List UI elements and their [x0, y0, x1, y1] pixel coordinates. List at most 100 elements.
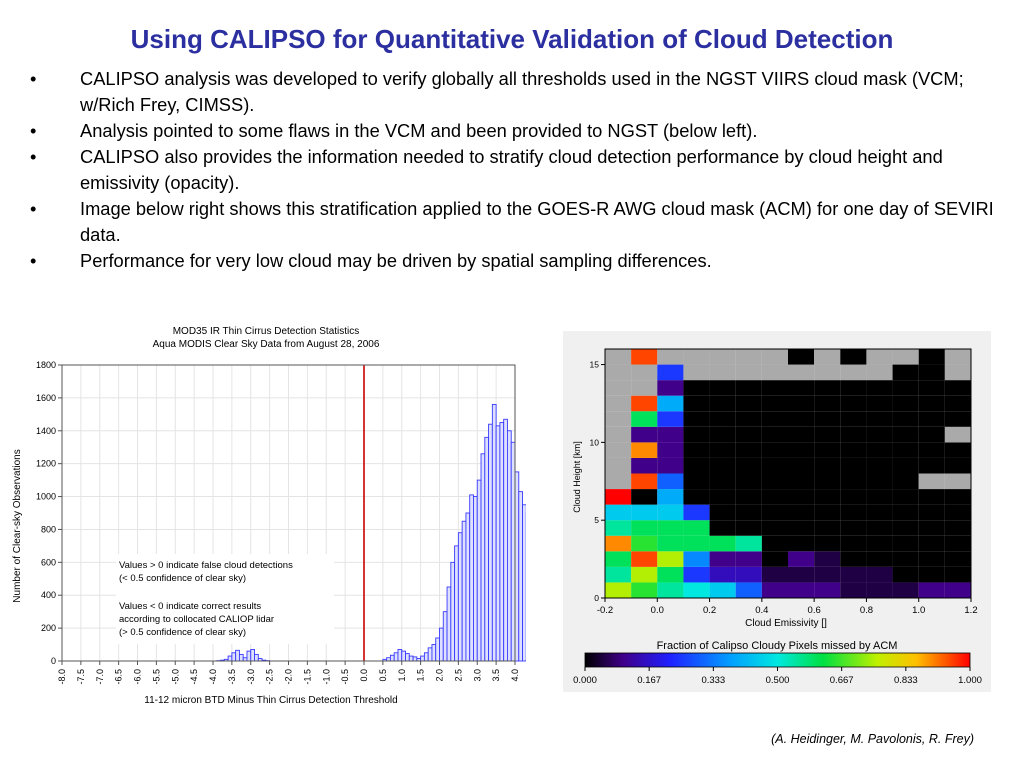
heatmap-cell: [944, 411, 971, 427]
histogram-bar: [235, 649, 240, 662]
heatmap-cell: [918, 473, 945, 490]
heatmap-cell: [788, 457, 815, 474]
bullet-list: • CALIPSO analysis was developed to verif…: [30, 66, 1005, 274]
x-tick-label: 0.5: [378, 669, 388, 682]
histogram-bar: [518, 491, 524, 662]
heatmap-cell: [892, 411, 919, 427]
heatmap-cell: [657, 473, 684, 490]
heatmap-cell: [631, 566, 658, 583]
y-tick-label: 400: [41, 590, 56, 600]
y-tick-label: 1400: [36, 426, 56, 436]
heatmap-cell: [944, 349, 971, 365]
histogram-bar: [427, 647, 433, 662]
heatmap-cell: [657, 566, 684, 583]
heatmap-cell: [735, 504, 762, 521]
heatmap-cell: [605, 535, 632, 552]
x-tick-label: -8.0: [57, 669, 67, 685]
heatmap-cell: [761, 411, 788, 427]
histogram-bar: [510, 441, 516, 662]
histogram-y-label: Number of Clear-sky Observations: [12, 449, 23, 602]
heatmap-cell: [761, 535, 788, 552]
heatmap-cell: [918, 582, 945, 598]
heatmap-cell: [605, 395, 632, 412]
heatmap-cell: [788, 535, 815, 552]
histogram-bar: [408, 655, 414, 662]
heatmap-cell: [761, 457, 788, 474]
heatmap-cell: [683, 457, 710, 474]
heatmap-cell: [605, 551, 632, 567]
page-title: Using CALIPSO for Quantitative Validatio…: [130, 24, 894, 54]
x-tick-label: -1.0: [321, 669, 331, 685]
heatmap-cell: [918, 520, 945, 536]
heatmap-cell: [683, 395, 710, 412]
heatmap-cell: [709, 535, 736, 552]
heatmap-x-ticks: -0.2 0.0 0.2 0.4 0.6 0.8 1.0 1.2: [597, 598, 978, 616]
histogram-bar: [389, 654, 395, 662]
heatmap-cell: [735, 395, 762, 412]
heatmap-cell: [840, 504, 867, 521]
histogram-bar: [238, 653, 244, 662]
heatmap-cell: [918, 411, 945, 427]
heatmap-cell: [735, 473, 762, 490]
heatmap-cell: [840, 520, 867, 536]
heatmap-cell: [814, 411, 841, 427]
heatmap-cell: [944, 473, 971, 490]
heatmap-cell: [840, 535, 867, 552]
y-tick-label: 5: [594, 515, 599, 525]
histogram-bar: [507, 430, 512, 662]
heatmap-cell: [866, 582, 893, 598]
heatmap-cell: [761, 442, 788, 458]
annotation-line: (< 0.5 confidence of clear sky): [119, 573, 246, 584]
heatmap-cell: [840, 364, 867, 381]
heatmap-cell: [657, 520, 684, 536]
heatmap-cell: [814, 442, 841, 458]
y-tick-label: 200: [41, 623, 56, 633]
x-tick-label: 1.5: [416, 669, 426, 682]
heatmap-cell: [944, 442, 971, 458]
heatmap-cell: [683, 426, 710, 443]
heatmap-cell: [840, 349, 867, 365]
heatmap-cell: [918, 364, 945, 381]
x-tick-label: 2.5: [453, 669, 463, 682]
heatmap-cell: [918, 426, 945, 443]
heatmap-cell: [657, 411, 684, 427]
heatmap-cell: [631, 457, 658, 474]
histogram-bar: [412, 656, 418, 662]
heatmap-cell: [657, 457, 684, 474]
heatmap-cell: [944, 566, 971, 583]
heatmap-cell: [866, 364, 893, 381]
heatmap-cell: [631, 473, 658, 490]
heatmap-cell: [735, 380, 762, 396]
heatmap-cell: [892, 442, 919, 458]
heatmap-cell: [683, 364, 710, 381]
x-tick-label: 1.0: [912, 605, 925, 616]
heatmap-cell: [761, 364, 788, 381]
credit-text: (A. Heidinger, M. Pavolonis, R. Frey): [771, 732, 974, 746]
heatmap-cell: [944, 364, 971, 381]
heatmap-cell: [761, 473, 788, 490]
colorbar-tick-label: 0.667: [830, 675, 854, 686]
heatmap-cell: [866, 535, 893, 552]
heatmap-cell: [657, 426, 684, 443]
histogram-bar: [431, 644, 437, 662]
x-tick-label: 0.8: [860, 605, 873, 616]
heatmap-cell: [892, 395, 919, 412]
heatmap-cell: [683, 582, 710, 598]
heatmap-cell: [788, 442, 815, 458]
histogram-bar: [514, 471, 520, 662]
bullet-marker: •: [30, 68, 37, 89]
histogram-bar: [476, 479, 482, 662]
x-tick-label: 1.2: [964, 605, 977, 616]
heatmap-cell: [657, 380, 684, 396]
heatmap-cell: [814, 566, 841, 583]
heatmap-y-ticks: 0 5 10 15: [590, 360, 605, 603]
heatmap-cell: [814, 551, 841, 567]
histogram-title: MOD35 IR Thin Cirrus Detection Statistic…: [173, 326, 360, 337]
x-tick-label: -7.0: [95, 669, 105, 685]
y-tick-label: 800: [41, 524, 56, 534]
heatmap-cell: [788, 566, 815, 583]
x-tick-label: 0.2: [703, 605, 716, 616]
heatmap-cell: [683, 442, 710, 458]
colorbar-tick-label: 0.833: [894, 675, 918, 686]
histogram-x-ticks: -8.0 -7.5 -7.0 -6.5 -6.0 -5.5 -5.0 -4.5 -4.0 -3.5…: [57, 661, 520, 685]
